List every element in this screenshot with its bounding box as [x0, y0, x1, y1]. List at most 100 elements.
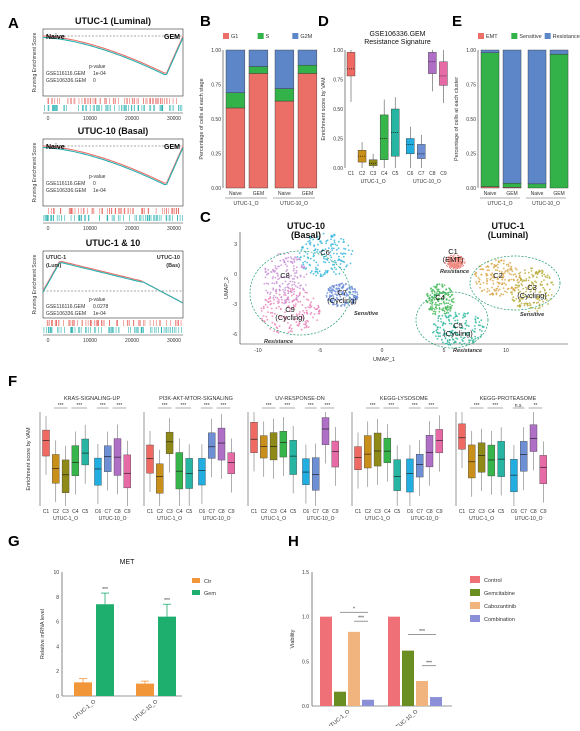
- legend-label: Cabozantinib: [484, 604, 516, 610]
- umap-point: [449, 310, 452, 312]
- umap-point: [291, 288, 294, 291]
- umap-point: [293, 277, 296, 280]
- umap-point: [479, 324, 481, 327]
- y-tick-label: 4: [56, 644, 59, 650]
- umap-point: [444, 312, 447, 315]
- resistance-label: Resistance: [264, 339, 293, 345]
- umap-point: [345, 291, 348, 294]
- umap-point: [284, 280, 287, 283]
- umap-point: [460, 264, 463, 266]
- umap-point: [449, 343, 452, 346]
- box-body: [104, 445, 112, 472]
- group-label: UTUC-10_O: [99, 516, 127, 522]
- umap-point: [441, 285, 444, 288]
- umap-point: [291, 284, 293, 286]
- x-tick-label: C1: [459, 509, 466, 515]
- umap-point: [490, 274, 493, 277]
- legend-label: Gem: [204, 591, 216, 597]
- umap-point: [436, 304, 439, 306]
- umap-point: [333, 284, 336, 287]
- umap-point: [461, 327, 464, 329]
- umap-point: [324, 269, 327, 272]
- umap-point: [435, 301, 437, 304]
- umap-point: [337, 247, 340, 250]
- umap-point: [274, 296, 277, 299]
- umap-point: [310, 270, 313, 273]
- umap-point: [496, 269, 499, 271]
- umap-point: [435, 307, 438, 310]
- gsea-pvalue: 0: [93, 181, 96, 187]
- umap-point: [283, 316, 285, 318]
- umap-point: [514, 273, 517, 275]
- umap-point: [525, 290, 527, 293]
- x-tick-label: GEM: [302, 191, 313, 197]
- umap-point: [333, 266, 336, 269]
- umap-point: [287, 282, 290, 285]
- umap-point: [342, 241, 345, 244]
- umap-point: [343, 303, 346, 306]
- umap-point: [309, 264, 312, 267]
- umap-point: [450, 264, 453, 267]
- umap-point: [503, 272, 506, 274]
- umap-point: [462, 316, 464, 319]
- umap-point: [333, 233, 335, 236]
- facet-title: PI3K-AKT-MTOR-SIGNALING: [159, 396, 233, 402]
- umap-point: [276, 300, 279, 303]
- umap-point: [294, 305, 297, 307]
- box-body: [260, 435, 268, 459]
- umap-point: [331, 247, 333, 250]
- legend-label: Combination: [484, 617, 515, 623]
- group-label: UTUC-10_O: [307, 516, 335, 522]
- umap-point: [514, 287, 517, 289]
- umap-point: [473, 330, 475, 333]
- umap-point: [440, 302, 443, 305]
- umap-point: [455, 337, 457, 339]
- chart-subtitle: Resistance Signature: [364, 39, 431, 46]
- bar: [158, 616, 176, 696]
- umap-point: [317, 272, 319, 275]
- umap-point: [494, 269, 497, 271]
- umap-point: [512, 273, 515, 276]
- umap-point: [536, 273, 539, 276]
- umap-point: [444, 314, 447, 317]
- umap-point: [356, 291, 358, 294]
- bar-segment: [248, 49, 269, 67]
- y-tick-label: 1.5: [302, 570, 309, 576]
- umap-point: [341, 253, 344, 256]
- umap-point: [332, 247, 335, 250]
- umap-point: [265, 289, 267, 292]
- umap-point: [284, 257, 287, 259]
- umap-point: [506, 288, 509, 290]
- umap-point: [493, 266, 495, 269]
- umap-point: [529, 302, 531, 304]
- bar-segment: [527, 49, 547, 185]
- umap-point: [331, 299, 334, 302]
- umap-point: [284, 289, 287, 291]
- umap-point: [284, 294, 287, 297]
- group-label: UTUC-1_O: [361, 179, 386, 185]
- umap-point: [283, 320, 286, 322]
- umap-point: [346, 302, 348, 304]
- umap-point: [443, 300, 445, 303]
- umap-point: [341, 303, 344, 306]
- umap-point: [533, 301, 536, 304]
- umap-point: [267, 269, 270, 271]
- panel-letter-f: F: [8, 373, 17, 390]
- umap-point: [470, 337, 473, 340]
- umap-point: [548, 277, 551, 280]
- sig-label: ***: [412, 403, 418, 409]
- umap-point: [343, 294, 346, 296]
- umap-point: [436, 331, 438, 334]
- umap-point: [314, 248, 317, 251]
- bar-viability: 0.0 0.5 1.0 1.5 Viability Control Gemcitabine C…: [290, 570, 516, 731]
- umap-point: [474, 327, 476, 330]
- legend-swatch: [192, 590, 200, 595]
- umap-point: [306, 291, 308, 294]
- umap-point: [330, 295, 333, 298]
- cluster-label: C2: [493, 271, 503, 280]
- umap-point: [302, 287, 304, 290]
- umap-point: [447, 302, 450, 305]
- umap-point: [323, 257, 325, 260]
- umap-point: [326, 292, 329, 294]
- umap-point: [320, 275, 322, 277]
